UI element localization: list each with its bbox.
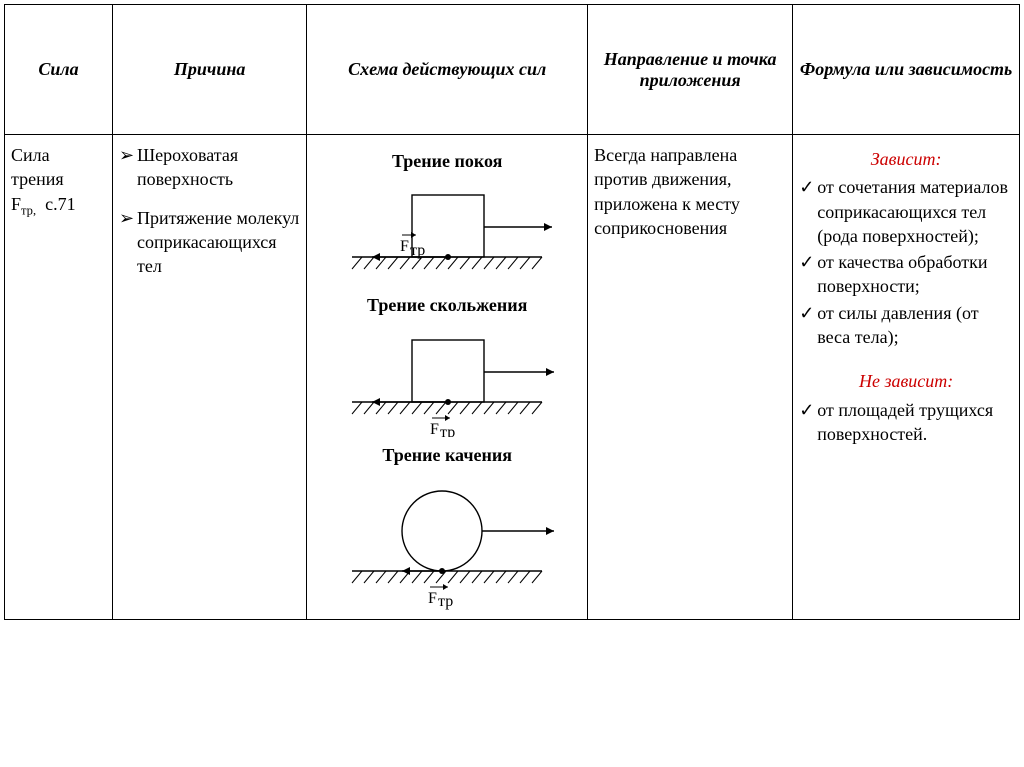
header-cause: Причина [112,5,306,135]
depends-list: от сочетания материалов соприкасающихся … [799,175,1013,349]
direction-text: Всегда направлена против движения, прило… [594,145,740,238]
header-row: Сила Причина Схема действующих сил Напра… [5,5,1020,135]
header-force: Сила [5,5,113,135]
list-item: от силы давления (от веса тела); [799,301,1013,350]
depends-heading: Зависит: [799,147,1013,171]
force-line2: трения [11,169,64,189]
force-sub: тр, [21,203,36,217]
svg-text:тр: тр [438,593,453,610]
cell-formula: Зависит: от сочетания материалов соприка… [793,135,1020,620]
svg-text:F: F [428,590,437,607]
not-depends-heading: Не зависит: [799,369,1013,393]
svg-text:F: F [430,421,439,437]
not-depends-list: от площадей трущихся поверхностей. [799,398,1013,447]
cell-force: Сила трения Fтр, с.71 [5,135,113,620]
diagram-title-roll: Трение качения [313,443,581,467]
header-formula: Формула или зависимость [793,5,1020,135]
cell-direction: Всегда направлена против движения, прило… [588,135,793,620]
list-item: Притяжение молекул соприкасающихся тел [119,206,300,279]
forces-table: Сила Причина Схема действующих сил Напра… [4,4,1020,620]
diagram-title-slide: Трение скольжения [313,293,581,317]
cell-cause: Шероховатая поверхность Притяжение молек… [112,135,306,620]
cause-list: Шероховатая поверхность Притяжение молек… [119,143,300,278]
svg-text:F: F [400,238,409,255]
svg-text:тр: тр [410,242,425,259]
header-direction: Направление и точка приложения [588,5,793,135]
table-row: Сила трения Fтр, с.71 Шероховатая поверх… [5,135,1020,620]
diagram-title-rest: Трение покоя [313,149,581,173]
list-item: от сочетания материалов соприкасающихся … [799,175,1013,248]
header-diagram: Схема действующих сил [307,5,588,135]
cell-diagram: Трение покоя [307,135,588,620]
diagram-slide: F тр [313,322,581,437]
force-page: с.71 [45,194,76,214]
force-line1: Сила [11,145,50,165]
force-symbol: F [11,194,21,214]
svg-text:тр: тр [440,424,455,437]
diagram-roll: F тр [313,471,581,611]
list-item: Шероховатая поверхность [119,143,300,192]
list-item: от площадей трущихся поверхностей. [799,398,1013,447]
list-item: от качества обработки поверхности; [799,250,1013,299]
diagram-rest: F тр [313,177,581,287]
